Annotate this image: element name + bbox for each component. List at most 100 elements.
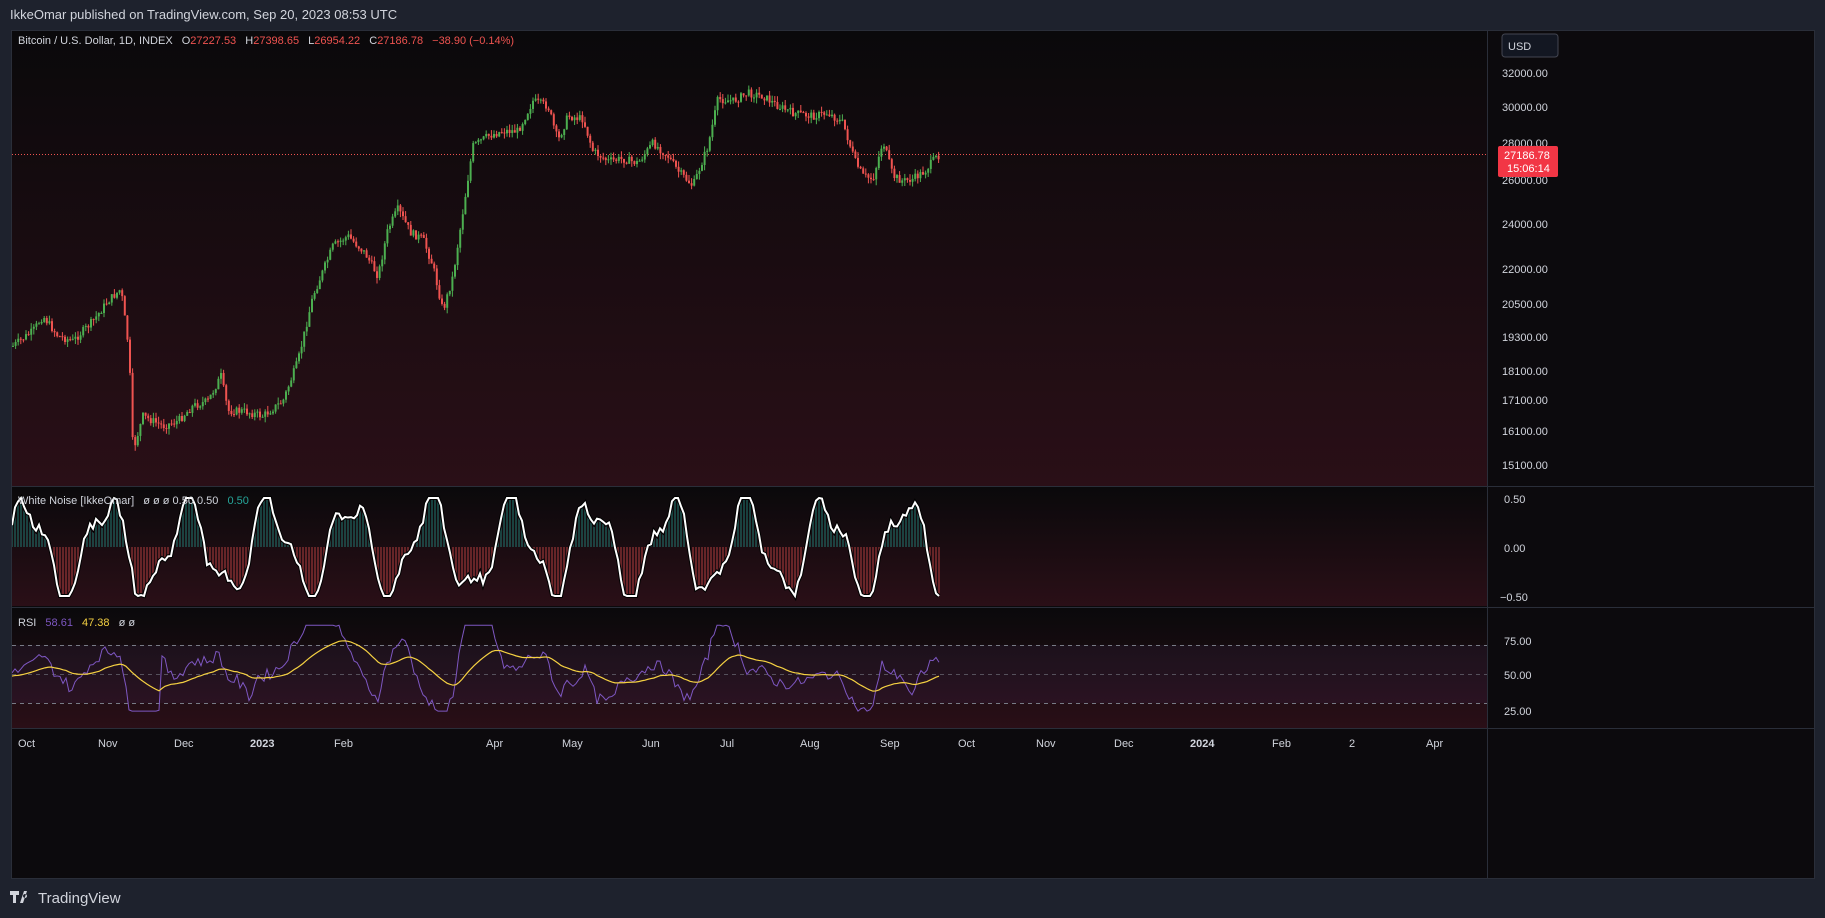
chart-canvas[interactable]: Bitcoin / U.S. Dollar, 1D, INDEX O27227.… [12, 31, 1814, 878]
candle-body [727, 100, 729, 103]
candle-body [318, 280, 321, 290]
candle-body [867, 174, 870, 178]
candle-body [545, 101, 547, 109]
candle-body [615, 159, 618, 161]
candle-body [350, 234, 352, 239]
time-axis-label: Feb [1272, 738, 1291, 750]
candle-body [745, 95, 748, 97]
candle-body [391, 216, 394, 226]
candle-body [129, 339, 131, 373]
candle-body [680, 170, 683, 172]
currency-button[interactable]: USD [1501, 33, 1559, 58]
chart-frame[interactable]: Bitcoin / U.S. Dollar, 1D, INDEX O27227.… [11, 30, 1815, 879]
time-axis-label: 2024 [1190, 738, 1215, 750]
candle-body [784, 105, 787, 110]
candle-body [641, 159, 644, 161]
candle-body [597, 149, 599, 157]
candle-body [906, 178, 909, 180]
white-noise-legend[interactable]: White Noise [IkkeOmar] ø ø ø 0.50 0.50 0… [18, 495, 249, 507]
candle-body [870, 177, 872, 180]
time-axis-label: Aug [800, 738, 820, 750]
candle-body [32, 326, 35, 329]
wn-scale-top: 0.50 [1504, 494, 1525, 506]
candle-body [30, 328, 33, 335]
candle-body [467, 180, 469, 197]
candle-body [311, 298, 313, 313]
candle-body [399, 205, 402, 212]
candle-body [261, 416, 264, 418]
time-axis-label: Dec [1114, 738, 1134, 750]
candle-body [155, 418, 157, 423]
rsi-line [12, 624, 940, 712]
candle-body [885, 146, 888, 151]
rsi-legend[interactable]: RSI 58.61 47.38 ø ø [18, 617, 135, 629]
candle-body [56, 332, 59, 337]
rsi-value: 58.61 [45, 617, 73, 629]
candle-body [295, 361, 298, 369]
candle-body [448, 290, 451, 295]
candle-body [498, 132, 501, 137]
candle-body [555, 125, 558, 132]
brand[interactable]: TradingView [10, 890, 121, 907]
candle-body [305, 326, 308, 332]
candle-body [818, 111, 820, 119]
candle-body [558, 131, 560, 138]
rsi-scale-75: 75.00 [1504, 636, 1532, 648]
candle-body [329, 249, 332, 260]
time-axis[interactable]: Oct Nov Dec 2023 Feb Apr May Jun Jul Aug Sep Oct Nov… [18, 738, 1443, 750]
candle-body [292, 368, 295, 381]
candle-body [97, 313, 100, 317]
candle-body [303, 331, 306, 347]
candle-body [480, 139, 482, 141]
candle-body [573, 117, 576, 121]
candle-body [139, 423, 142, 436]
high-value: 27398.65 [253, 35, 299, 47]
candle-body [779, 108, 781, 110]
time-axis-label: Oct [958, 738, 975, 750]
candle-body [19, 338, 22, 340]
candle-body [207, 398, 209, 400]
candle-body [415, 230, 417, 240]
rsi-pane[interactable] [12, 608, 1487, 728]
candle-body [693, 179, 696, 186]
candle-body [51, 321, 53, 332]
candle-body [188, 412, 191, 414]
price-axis[interactable]: 32000.0030000.0028000.0026000.0024000.00… [1502, 68, 1548, 472]
candle-body [688, 180, 690, 184]
candle-body [428, 248, 430, 259]
candle-body [412, 230, 415, 236]
candle-body [235, 407, 238, 415]
candle-body [214, 389, 217, 393]
candle-body [298, 353, 300, 362]
candle-body [459, 229, 462, 248]
price-scale-label: 32000.00 [1502, 68, 1548, 80]
candle-body [890, 159, 893, 169]
candle-body [643, 154, 646, 160]
time-axis-label: Dec [174, 738, 194, 750]
candle-body [404, 216, 407, 223]
candle-body [524, 119, 527, 125]
candle-body [282, 399, 285, 404]
candle-body [386, 229, 389, 244]
candle-body [526, 113, 529, 120]
candle-body [703, 151, 706, 166]
candle-body [259, 411, 261, 418]
candle-body [630, 156, 633, 162]
candle-body [438, 285, 441, 299]
candle-body [927, 168, 930, 173]
candle-body [394, 211, 397, 217]
rsi-series [12, 624, 940, 712]
candle-body [84, 325, 87, 327]
candle-body [183, 415, 186, 421]
candle-body [217, 378, 220, 390]
candle-body [43, 317, 46, 322]
chart-legend[interactable]: Bitcoin / U.S. Dollar, 1D, INDEX O27227.… [18, 35, 514, 47]
candle-body [464, 196, 467, 215]
main-pane[interactable] [12, 31, 1487, 486]
white-noise-line [12, 496, 940, 599]
candle-body [862, 168, 865, 174]
candle-body [14, 342, 17, 346]
candle-body [194, 403, 196, 406]
candle-body [35, 323, 38, 327]
white-noise-value: 0.50 [227, 495, 248, 507]
